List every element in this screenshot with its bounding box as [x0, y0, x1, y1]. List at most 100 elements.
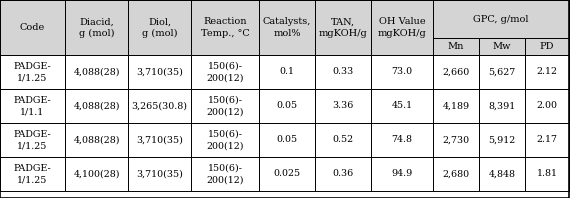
Text: 3,710(35): 3,710(35)	[136, 169, 183, 179]
Bar	[479, 89, 525, 123]
Text: 4,189: 4,189	[443, 102, 470, 110]
Text: 2,730: 2,730	[443, 135, 470, 145]
Bar	[433, 0, 569, 38]
Text: 0.05: 0.05	[276, 135, 298, 145]
Bar	[191, 0, 259, 55]
Bar	[371, 123, 433, 157]
Text: 0.025: 0.025	[273, 169, 301, 179]
Text: OH Value
mgKOH/g: OH Value mgKOH/g	[378, 17, 426, 38]
Text: 150(6)-
200(12): 150(6)- 200(12)	[206, 130, 244, 150]
Text: 150(6)-
200(12): 150(6)- 200(12)	[206, 62, 244, 82]
Bar	[128, 123, 191, 157]
Text: Mn: Mn	[448, 42, 464, 51]
Text: 3,710(35): 3,710(35)	[136, 135, 183, 145]
Text: 4,088(28): 4,088(28)	[73, 102, 120, 110]
Bar	[433, 89, 479, 123]
Text: 3,265(30.8): 3,265(30.8)	[131, 102, 187, 110]
Text: 0.33: 0.33	[332, 68, 354, 76]
Text: Diol,
g (mol): Diol, g (mol)	[142, 17, 178, 38]
Bar	[371, 157, 433, 191]
Bar	[479, 38, 525, 55]
Bar	[0, 55, 65, 89]
Text: 5,627: 5,627	[488, 68, 516, 76]
Bar	[65, 0, 128, 55]
Text: PD: PD	[540, 42, 554, 51]
Text: 0.52: 0.52	[332, 135, 353, 145]
Bar	[371, 89, 433, 123]
Bar	[479, 123, 525, 157]
Bar	[259, 89, 315, 123]
Bar	[479, 55, 525, 89]
Text: 1.81: 1.81	[537, 169, 558, 179]
Bar	[128, 157, 191, 191]
Text: PADGE-
1/1.1: PADGE- 1/1.1	[13, 96, 51, 116]
Bar	[65, 123, 128, 157]
Bar	[479, 157, 525, 191]
Text: 8,391: 8,391	[488, 102, 516, 110]
Bar	[525, 157, 569, 191]
Text: 4,088(28): 4,088(28)	[73, 135, 120, 145]
Text: 2.12: 2.12	[537, 68, 558, 76]
Bar	[128, 55, 191, 89]
Text: Catalysts,
mol%: Catalysts, mol%	[263, 17, 311, 38]
Bar	[371, 55, 433, 89]
Text: Reaction
Temp., °C: Reaction Temp., °C	[201, 17, 249, 38]
Bar	[315, 0, 371, 55]
Text: 4,848: 4,848	[488, 169, 516, 179]
Bar	[525, 89, 569, 123]
Bar	[433, 123, 479, 157]
Text: 3,710(35): 3,710(35)	[136, 68, 183, 76]
Bar	[315, 123, 371, 157]
Text: 2.00: 2.00	[537, 102, 558, 110]
Text: 150(6)-
200(12): 150(6)- 200(12)	[206, 164, 244, 184]
Text: GPC, g/mol: GPC, g/mol	[473, 14, 529, 24]
Text: 0.1: 0.1	[280, 68, 294, 76]
Bar	[525, 38, 569, 55]
Text: 45.1: 45.1	[391, 102, 412, 110]
Bar	[433, 55, 479, 89]
Bar	[65, 89, 128, 123]
Text: Diacid,
g (mol): Diacid, g (mol)	[79, 17, 114, 38]
Bar	[525, 55, 569, 89]
Bar	[433, 157, 479, 191]
Text: 0.05: 0.05	[276, 102, 298, 110]
Text: 4,100(28): 4,100(28)	[73, 169, 120, 179]
Bar	[0, 123, 65, 157]
Text: PADGE-
1/1.25: PADGE- 1/1.25	[13, 130, 51, 150]
Bar	[371, 0, 433, 55]
Bar	[65, 55, 128, 89]
Text: 74.8: 74.8	[391, 135, 412, 145]
Bar	[191, 89, 259, 123]
Text: 94.9: 94.9	[391, 169, 413, 179]
Bar	[0, 0, 65, 55]
Text: 2.17: 2.17	[537, 135, 558, 145]
Text: PADGE-
1/1.25: PADGE- 1/1.25	[13, 62, 51, 82]
Text: 2,660: 2,660	[442, 68, 470, 76]
Text: 3.36: 3.36	[332, 102, 354, 110]
Text: Code: Code	[20, 23, 45, 32]
Bar	[191, 123, 259, 157]
Bar	[259, 123, 315, 157]
Text: 2,680: 2,680	[443, 169, 470, 179]
Bar	[433, 38, 479, 55]
Bar	[0, 89, 65, 123]
Text: 4,088(28): 4,088(28)	[73, 68, 120, 76]
Bar	[0, 157, 65, 191]
Text: PADGE-
1/1.25: PADGE- 1/1.25	[13, 164, 51, 184]
Text: 73.0: 73.0	[391, 68, 412, 76]
Text: 5,912: 5,912	[488, 135, 516, 145]
Bar	[191, 157, 259, 191]
Text: TAN,
mgKOH/g: TAN, mgKOH/g	[319, 17, 367, 38]
Bar	[259, 55, 315, 89]
Bar	[315, 89, 371, 123]
Text: Mw: Mw	[493, 42, 511, 51]
Bar	[525, 123, 569, 157]
Bar	[259, 0, 315, 55]
Bar	[315, 157, 371, 191]
Bar	[259, 157, 315, 191]
Bar	[191, 55, 259, 89]
Bar	[128, 89, 191, 123]
Text: 0.36: 0.36	[332, 169, 354, 179]
Bar	[65, 157, 128, 191]
Text: 150(6)-
200(12): 150(6)- 200(12)	[206, 96, 244, 116]
